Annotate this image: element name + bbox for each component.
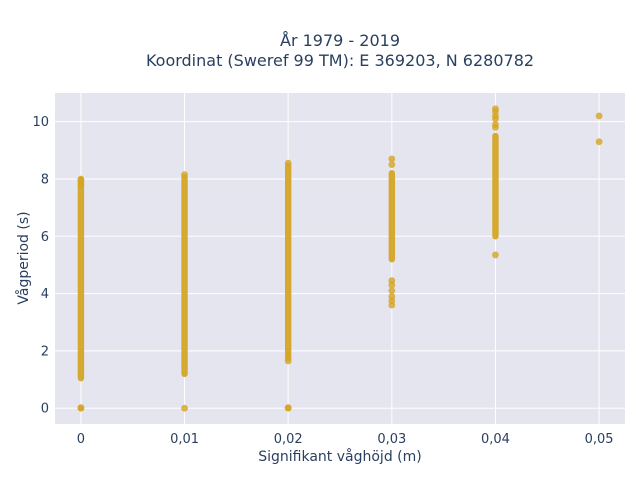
x-tick-label: 0,05 xyxy=(585,432,614,447)
chart-subtitle: Koordinat (Sweref 99 TM): E 369203, N 62… xyxy=(146,51,534,70)
data-point-band xyxy=(77,175,85,382)
x-axis-label: Signifikant våghöjd (m) xyxy=(258,448,421,465)
x-tick-label: 0,01 xyxy=(170,432,199,447)
x-tick-label: 0,02 xyxy=(274,432,303,447)
y-tick-label: 8 xyxy=(41,172,49,187)
y-tick-label: 0 xyxy=(41,402,49,417)
y-tick-label: 6 xyxy=(41,230,49,245)
y-tick-label: 10 xyxy=(32,115,49,130)
data-point-band xyxy=(492,132,499,240)
data-point xyxy=(388,155,396,163)
data-point-band xyxy=(284,162,292,356)
data-point xyxy=(181,404,188,412)
y-axis-label: Vågperiod (s) xyxy=(15,211,32,304)
y-tick-label: 4 xyxy=(41,287,49,302)
data-point xyxy=(77,177,85,184)
data-point xyxy=(284,159,292,167)
data-point-band xyxy=(388,170,396,263)
data-point xyxy=(181,171,188,179)
plot-area xyxy=(55,93,625,424)
axes: 0 0,01 0,02 0,03 0,04 0,05 0 2 4 6 8 10 xyxy=(32,115,613,447)
data-point-band xyxy=(181,174,188,378)
data-point xyxy=(388,287,396,295)
data-point xyxy=(492,105,499,113)
data-point xyxy=(388,277,396,285)
data-point xyxy=(77,404,85,412)
chart-title: År 1979 - 2019 xyxy=(280,31,400,50)
data-point xyxy=(284,404,292,412)
data-point xyxy=(595,138,603,146)
data-point xyxy=(595,112,603,120)
data-point xyxy=(492,251,499,259)
data-point xyxy=(492,121,499,128)
data-point xyxy=(388,161,396,169)
data-point xyxy=(284,351,292,359)
x-tick-label: 0,04 xyxy=(481,432,510,447)
data-point xyxy=(388,293,396,300)
x-tick-label: 0 xyxy=(77,432,85,447)
data-points xyxy=(77,105,603,412)
x-tick-label: 0,03 xyxy=(377,432,406,447)
y-tick-label: 2 xyxy=(41,344,49,359)
